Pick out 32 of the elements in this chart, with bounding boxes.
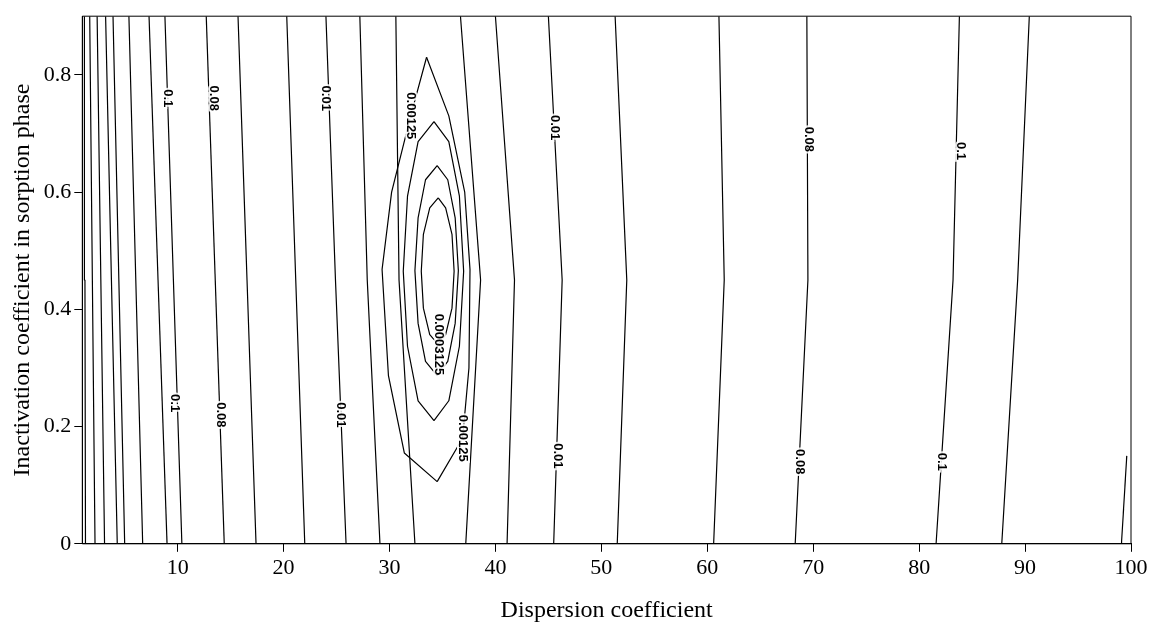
annotation: 0.01 [547,114,563,141]
x-tick-label: 70 [802,553,825,579]
annotation: 0.1 [953,141,969,161]
annotation: 0.08 [792,449,808,475]
x-tick-label: 20 [272,553,295,579]
x-tick-label: 80 [908,553,931,579]
y-tick-label: 0.6 [43,177,72,203]
annotation: 0.01 [334,402,350,428]
annotation: 0.00125 [456,414,472,462]
y-tick-label: 0.8 [43,60,72,86]
annotation: 0.00125 [404,92,420,140]
annotation: 0.08 [802,126,818,152]
y-axis-title: Inactivation coefficient in sorption phase [7,83,34,477]
annotation: 0.1 [167,394,183,413]
y-tick-label: 0.4 [43,295,72,321]
x-tick-label: 30 [378,553,401,579]
y-tick-label: 0 [60,529,72,555]
x-tick-label: 40 [484,553,507,579]
annotation: 0.1 [934,452,950,471]
annotation: 0.08 [214,402,230,428]
annotation: 0.1 [160,89,176,108]
x-axis-title: Dispersion coefficient [500,595,714,622]
x-tick-label: 90 [1014,553,1037,579]
annotation: 0.0003125 [431,313,447,376]
annotation: 0.01 [551,443,567,469]
y-tick-label: 0.2 [43,412,72,438]
annotation: 0.08 [207,85,223,111]
x-tick-label: 100 [1114,553,1148,579]
x-tick-label: 60 [696,553,719,579]
x-tick-label: 10 [166,553,189,579]
annotation: 0.01 [319,85,335,111]
x-tick-label: 50 [590,553,613,579]
